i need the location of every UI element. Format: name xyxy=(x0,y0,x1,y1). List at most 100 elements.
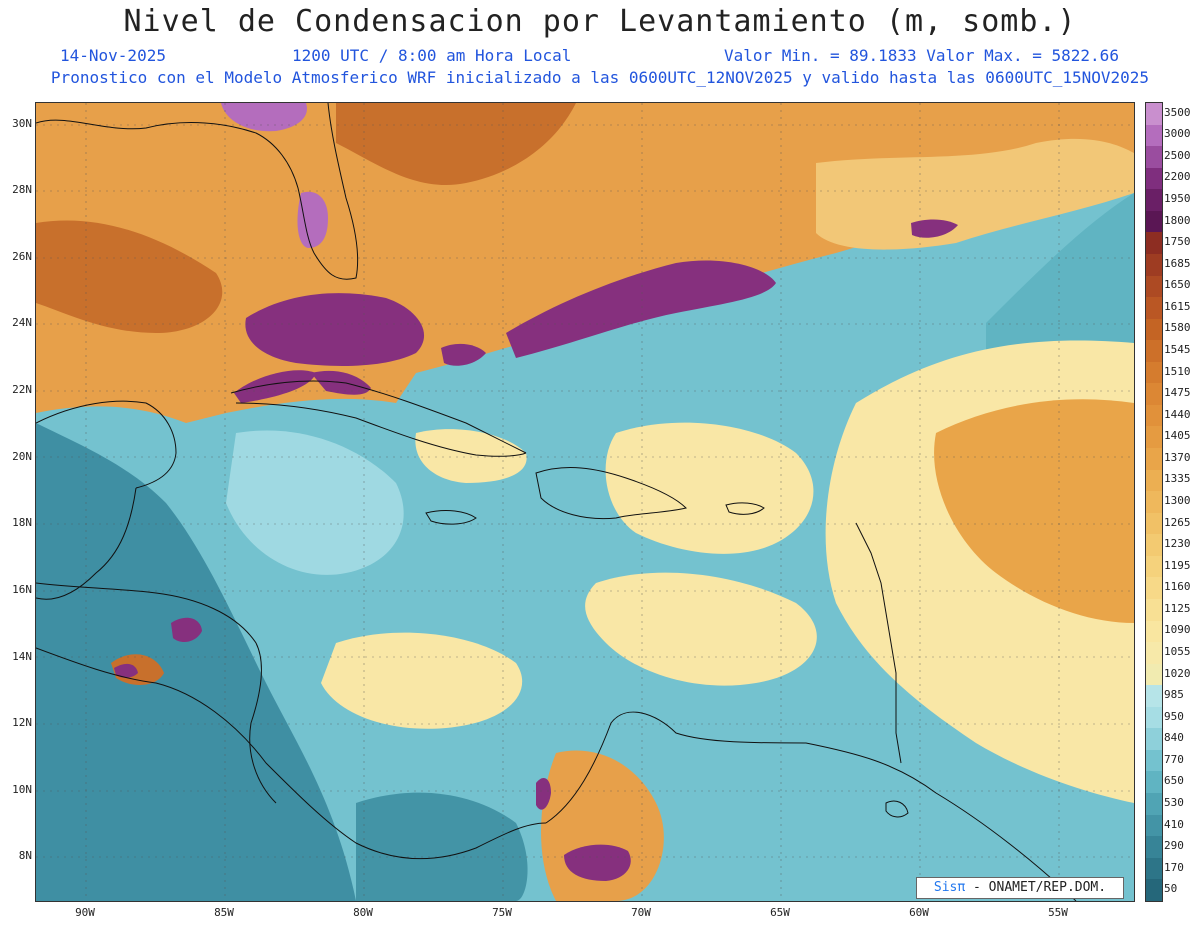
colorbar-swatch xyxy=(1146,706,1162,729)
colorbar-swatch xyxy=(1146,383,1162,405)
colorbar-label: 1800 xyxy=(1164,213,1191,227)
colorbar-swatch xyxy=(1146,793,1162,815)
colorbar-label: 1160 xyxy=(1164,580,1191,594)
colorbar-swatch xyxy=(1146,124,1162,147)
field-purple-honduras xyxy=(171,617,202,643)
colorbar-label: 3500 xyxy=(1164,105,1191,119)
field-purple-florida-north xyxy=(221,103,307,132)
lat-label: 28N xyxy=(12,183,32,196)
field-purple-bahamas-b xyxy=(441,343,486,366)
coast-central-america xyxy=(36,487,137,600)
lon-label: 60W xyxy=(909,906,929,919)
field-purple-venezuela xyxy=(536,778,551,810)
colorbar-swatch xyxy=(1146,620,1162,643)
map-title: Nivel de Condensacion por Levantamiento … xyxy=(123,4,1077,39)
colorbar-label: 1370 xyxy=(1164,450,1191,464)
colorbar-label: 1335 xyxy=(1164,472,1191,486)
colorbar-swatch xyxy=(1146,879,1162,901)
colorbar-swatch xyxy=(1146,318,1162,341)
field-purple-gulf xyxy=(245,293,425,366)
field-purple-florida xyxy=(297,191,328,248)
coast-south-america xyxy=(545,711,1077,901)
credit-box: Sisπ - ONAMET/REP.DOM. xyxy=(916,877,1124,899)
lat-label: 8N xyxy=(18,849,32,862)
coast-lesser-antilles xyxy=(855,522,902,764)
colorbar-swatch xyxy=(1146,253,1162,276)
colorbar-swatch xyxy=(1146,491,1162,513)
lon-label: 55W xyxy=(1048,906,1068,919)
colorbar-label: 1685 xyxy=(1164,256,1191,270)
colorbar-label: 770 xyxy=(1164,752,1184,766)
coast-cuba-south xyxy=(235,402,527,457)
colorbar-swatch xyxy=(1146,663,1162,686)
field-yellow-central xyxy=(605,422,814,554)
colorbar-swatch xyxy=(1146,836,1162,858)
colorbar-label: 950 xyxy=(1164,709,1184,723)
field-teal-light-central xyxy=(226,430,404,575)
colorbar-label: 2200 xyxy=(1164,170,1191,184)
colorbar-label: 1650 xyxy=(1164,278,1191,292)
date-label: 14-Nov-2025 xyxy=(60,46,166,65)
coast-yucatan xyxy=(36,400,177,489)
lon-label: 80W xyxy=(353,906,373,919)
lat-label: 30N xyxy=(12,117,32,130)
coast-puerto-rico xyxy=(725,502,765,515)
lon-label: 65W xyxy=(770,906,790,919)
colorbar-label: 1055 xyxy=(1164,644,1191,658)
colorbar-swatch xyxy=(1146,512,1162,535)
field-teal-dark-sw xyxy=(356,792,528,901)
colorbar-swatch xyxy=(1146,534,1162,556)
colorbar-swatch xyxy=(1146,404,1162,427)
colorbar-label: 985 xyxy=(1164,688,1184,702)
colorbar-label: 290 xyxy=(1164,839,1184,853)
colorbar-swatch xyxy=(1146,275,1162,298)
coast-cuba xyxy=(230,380,527,454)
colorbar-label: 170 xyxy=(1164,860,1184,874)
colorbar-swatch xyxy=(1146,642,1162,664)
coast-jamaica xyxy=(425,510,477,525)
colorbar-label: 1405 xyxy=(1164,429,1191,443)
colorbar-swatch xyxy=(1146,728,1162,750)
coast-hispaniola xyxy=(535,467,687,520)
colorbar-swatch xyxy=(1146,340,1162,362)
colorbar-label: 1510 xyxy=(1164,364,1191,378)
colorbar-label: 1230 xyxy=(1164,537,1191,551)
colorbar-label: 1545 xyxy=(1164,343,1191,357)
lat-label: 12N xyxy=(12,716,32,729)
colorbar-label: 410 xyxy=(1164,817,1184,831)
colorbar-label: 3000 xyxy=(1164,127,1191,141)
colorbar-label: 840 xyxy=(1164,731,1184,745)
colorbar-label: 1580 xyxy=(1164,321,1191,335)
colorbar-label: 1300 xyxy=(1164,494,1191,507)
coast-gulf xyxy=(36,103,359,280)
coast-central-america-b xyxy=(36,647,547,860)
colorbar-label: 1020 xyxy=(1164,666,1191,680)
lon-label: 90W xyxy=(75,906,95,919)
lat-label: 20N xyxy=(12,450,32,463)
lat-label: 24N xyxy=(12,316,32,329)
field-purple-cuba-a xyxy=(234,370,316,403)
lon-label: 70W xyxy=(631,906,651,919)
colorbar-swatch xyxy=(1146,749,1162,772)
colorbar-swatch xyxy=(1146,448,1162,470)
colorbar-swatch xyxy=(1146,469,1162,492)
colorbar-label: 1125 xyxy=(1164,601,1191,615)
colorbar-label: 1615 xyxy=(1164,299,1191,313)
map-panel[interactable] xyxy=(35,102,1135,902)
colorbar-swatch xyxy=(1146,685,1162,707)
field-teal-dark-west xyxy=(36,423,356,901)
lat-label: 16N xyxy=(12,583,32,596)
colorbar-swatch xyxy=(1146,361,1162,384)
colorbar-swatch xyxy=(1146,210,1162,233)
field-purple-bahamas xyxy=(506,260,776,358)
colorbar-label: 50 xyxy=(1164,882,1178,896)
colorbar-label: 1265 xyxy=(1164,515,1191,529)
credit-sis: Sis xyxy=(933,880,958,895)
field-orange-dark-gulf xyxy=(36,220,223,333)
colorbar-label: 1475 xyxy=(1164,386,1191,400)
colorbar xyxy=(1145,102,1163,902)
colorbar-swatch xyxy=(1146,857,1162,880)
colorbar-swatch xyxy=(1146,771,1162,793)
field-yellow-bahama xyxy=(415,429,527,483)
colorbar-label: 530 xyxy=(1164,795,1184,809)
